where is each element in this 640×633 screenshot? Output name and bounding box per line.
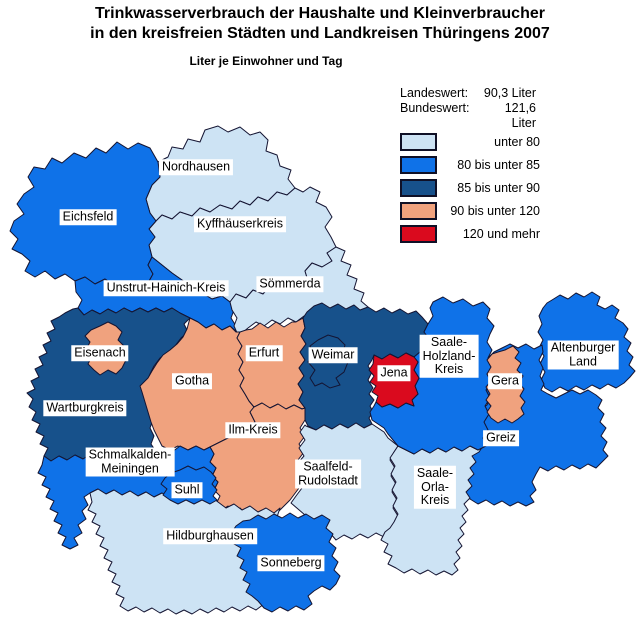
title-line-1: Trinkwasserverbrauch der Haushalte und K…: [95, 5, 545, 22]
legend-item-c1: unter 80: [400, 133, 542, 151]
legend-label-c5: 120 und mehr: [462, 227, 540, 241]
legend-swatch-c1: [400, 133, 437, 151]
region-jena: [368, 352, 420, 409]
legend-item-c3: 85 bis unter 90: [400, 179, 542, 197]
legend-swatch-c3: [400, 179, 437, 197]
region-eisenach: [84, 321, 127, 376]
legend-swatch-c4: [400, 202, 437, 220]
reference-value-label: Bundeswert:: [400, 101, 470, 115]
region-altenburger-land: [537, 291, 636, 393]
legend-label-c2: 80 bis unter 85: [457, 158, 540, 172]
legend-label-c3: 85 bis unter 90: [457, 181, 540, 195]
reference-value-number: 90,3 Liter: [483, 86, 536, 100]
legend-item-c5: 120 und mehr: [400, 225, 542, 243]
region-erfurt: [236, 317, 307, 410]
legend-swatch-c5: [400, 225, 437, 243]
region-saale-orla-kreis: [380, 445, 484, 576]
reference-value-label: Landeswert:: [400, 86, 469, 100]
legend-label-c1: unter 80: [494, 135, 540, 149]
legend-label-c4: 90 bis unter 120: [450, 204, 540, 218]
legend-item-c4: 90 bis unter 120: [400, 202, 542, 220]
map-subtitle: Liter je Einwohner und Tag: [189, 54, 343, 68]
reference-value-number: 121,6 Liter: [504, 101, 536, 130]
region-eichsfeld: [9, 141, 161, 292]
reference-values: Landeswert: 90,3 Liter Bundeswert: 121,6 Li…: [400, 86, 536, 131]
page-title: Trinkwasserverbrauch der Haushalte und K…: [0, 4, 640, 44]
reference-value-row: Bundeswert: 121,6 Liter: [400, 101, 536, 131]
reference-value-row: Landeswert: 90,3 Liter: [400, 86, 536, 101]
title-line-2: in den kreisfreien Städten und Landkreis…: [90, 25, 550, 42]
legend-swatch-c2: [400, 156, 437, 174]
legend-item-c2: 80 bis unter 85: [400, 156, 542, 174]
